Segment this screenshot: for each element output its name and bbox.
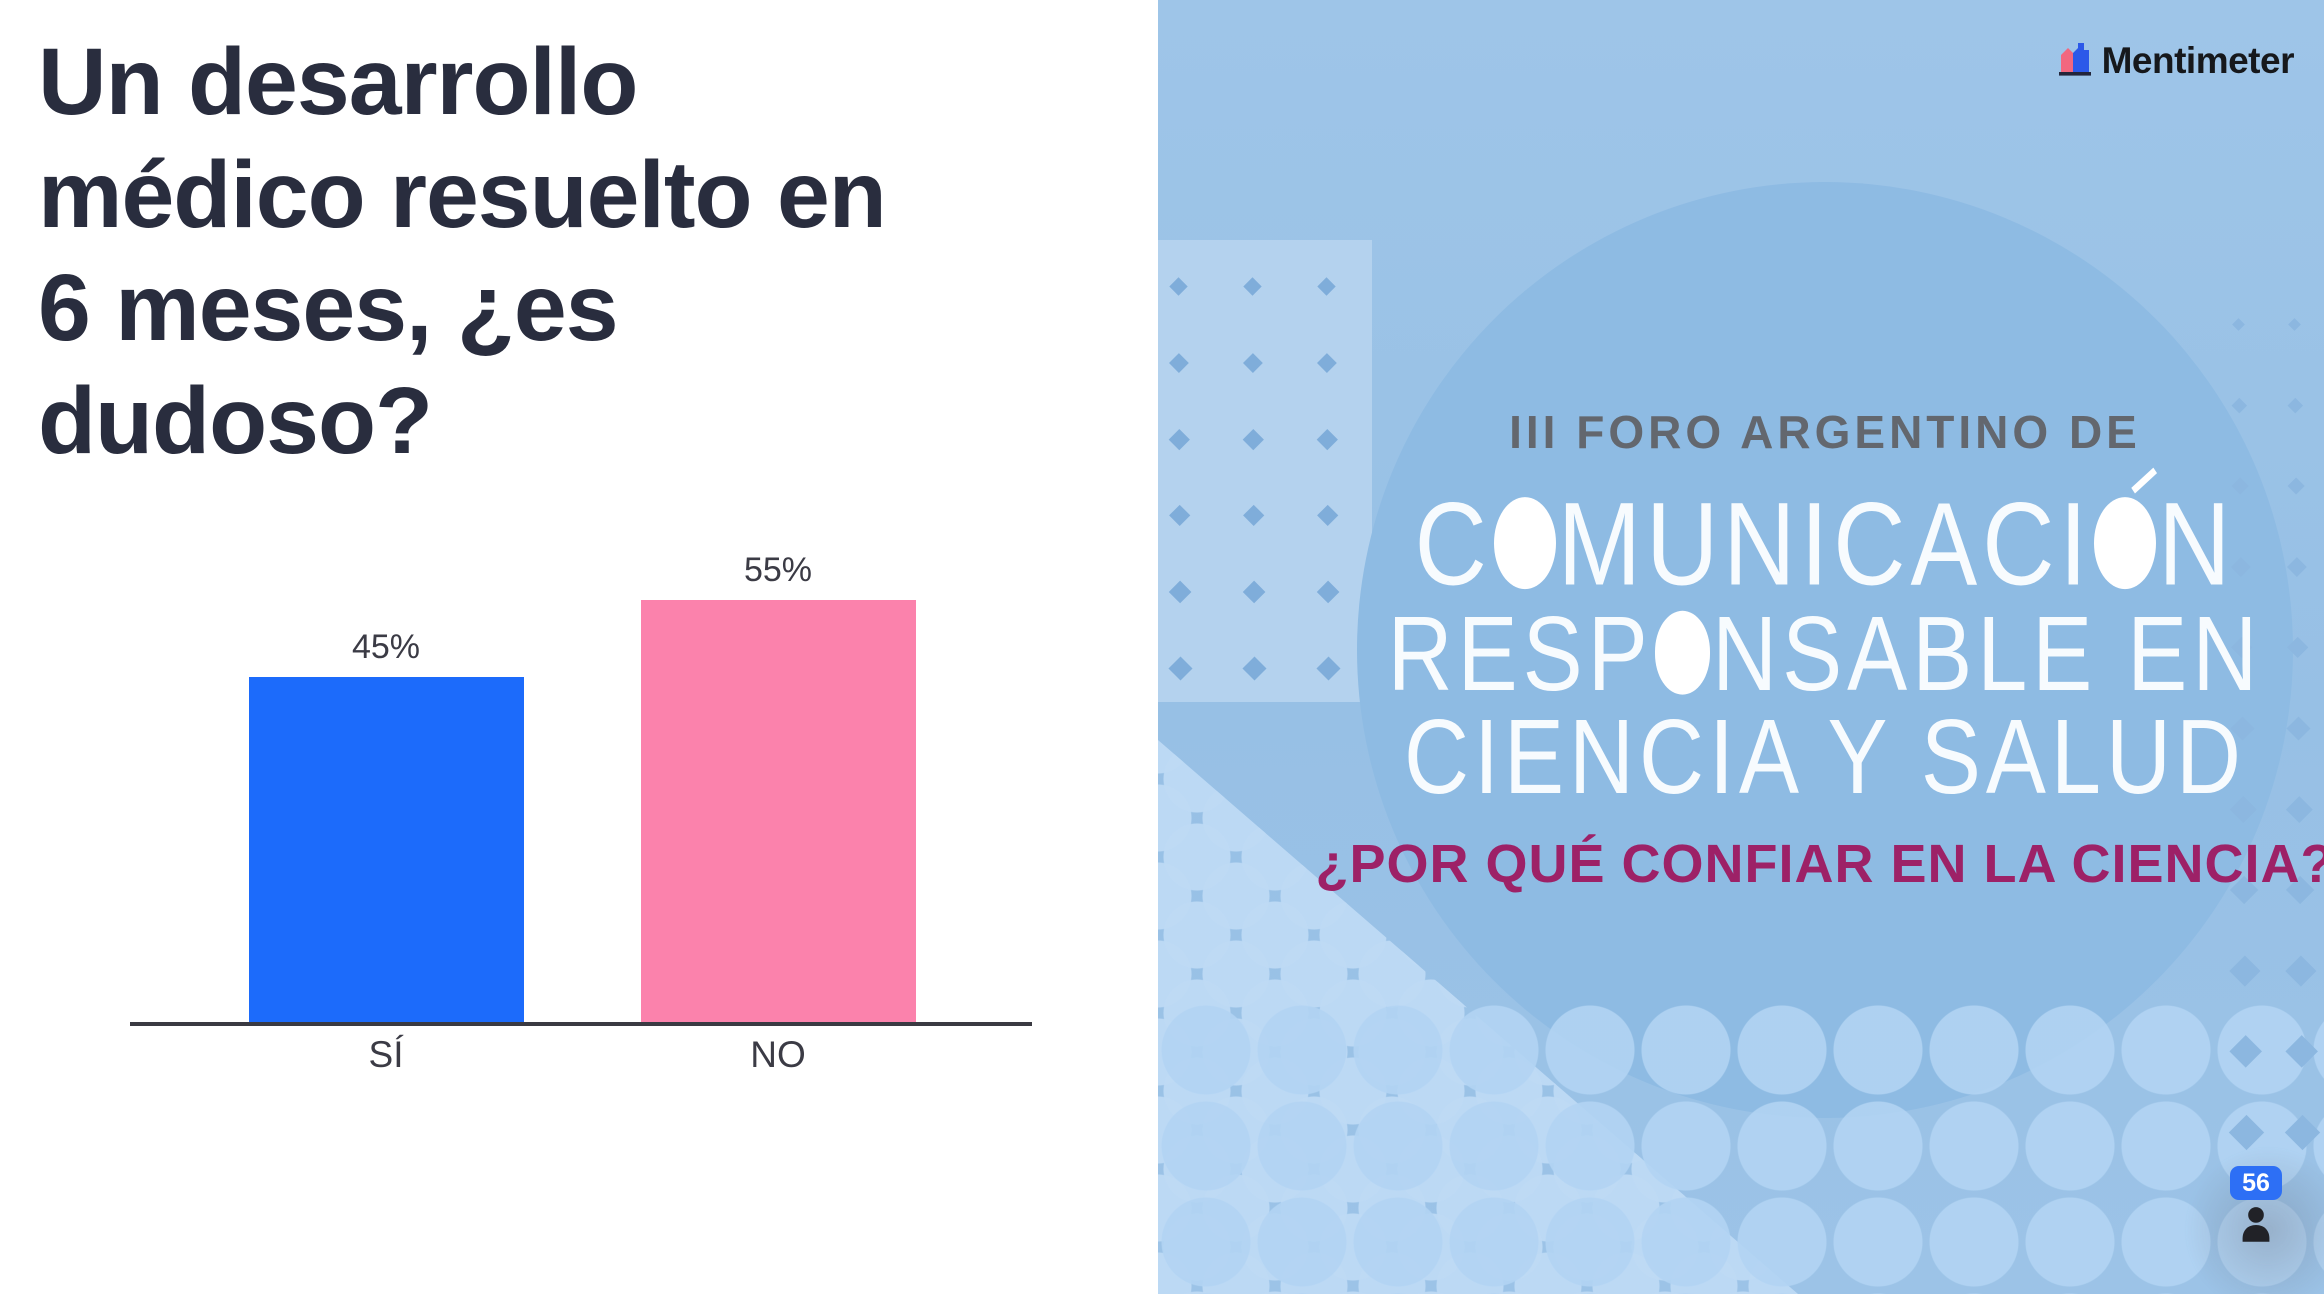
background-light-block — [1158, 240, 1372, 702]
mentimeter-logo-text: Mentimeter — [2101, 39, 2295, 81]
mentimeter-logo-icon — [2058, 38, 2092, 83]
poster-headline-line: RESP NSABLE EN — [1387, 595, 2263, 714]
bar-chart-category-labels: SÍ NO — [130, 1034, 1032, 1084]
participants-indicator[interactable]: 56 — [2216, 1166, 2296, 1249]
poster-tagline: ¿POR QUÉ CONFIAR EN LA CIENCIA? — [1315, 834, 2324, 894]
question-line: 6 meses, ¿es — [38, 255, 619, 361]
category-label-no: NO — [750, 1034, 806, 1075]
mentimeter-logo[interactable]: Mentimeter — [2058, 38, 2295, 83]
question-line: médico resuelto en — [38, 142, 887, 248]
letter-o-ball — [1654, 611, 1711, 695]
poster-headline-line: CIENCIA Y SALUD — [1404, 698, 2246, 817]
poster-panel: III FORO ARGENTINO DE C MUNICACI N RESP NSAB… — [1158, 0, 2324, 1294]
question-line: Un desarrollo — [38, 29, 638, 135]
letter-o-accent-ball — [2094, 497, 2157, 590]
poster-headline: C MUNICACI N RESP NSABLE EN CIENCIA Y SALUD — [1273, 478, 2324, 816]
bar-no: 55% — [640, 551, 916, 1022]
category-label-sí: SÍ — [368, 1034, 404, 1075]
participants-count-badge[interactable]: 56 — [2230, 1166, 2282, 1200]
letter-o-ball — [1493, 497, 1556, 590]
poster-headline-line: C MUNICACI N — [1414, 478, 2236, 611]
poster-kicker: III FORO ARGENTINO DE — [1509, 406, 2141, 458]
poster-circle — [1357, 182, 2293, 1118]
halftone-dots-band — [1158, 1002, 2324, 1294]
question-line: dudoso? — [38, 368, 433, 474]
bar-value-label: 45% — [351, 628, 421, 666]
bar-sí: 45% — [248, 628, 524, 1022]
question-title: Un desarrollo médico resuelto en 6 meses, … — [38, 26, 898, 478]
person-icon — [2216, 1206, 2296, 1249]
question-panel: Un desarrollo médico resuelto en 6 meses, … — [0, 0, 1158, 1294]
bar-chart: 45% 55% — [130, 540, 1032, 1026]
bar-value-label: 55% — [743, 551, 813, 589]
